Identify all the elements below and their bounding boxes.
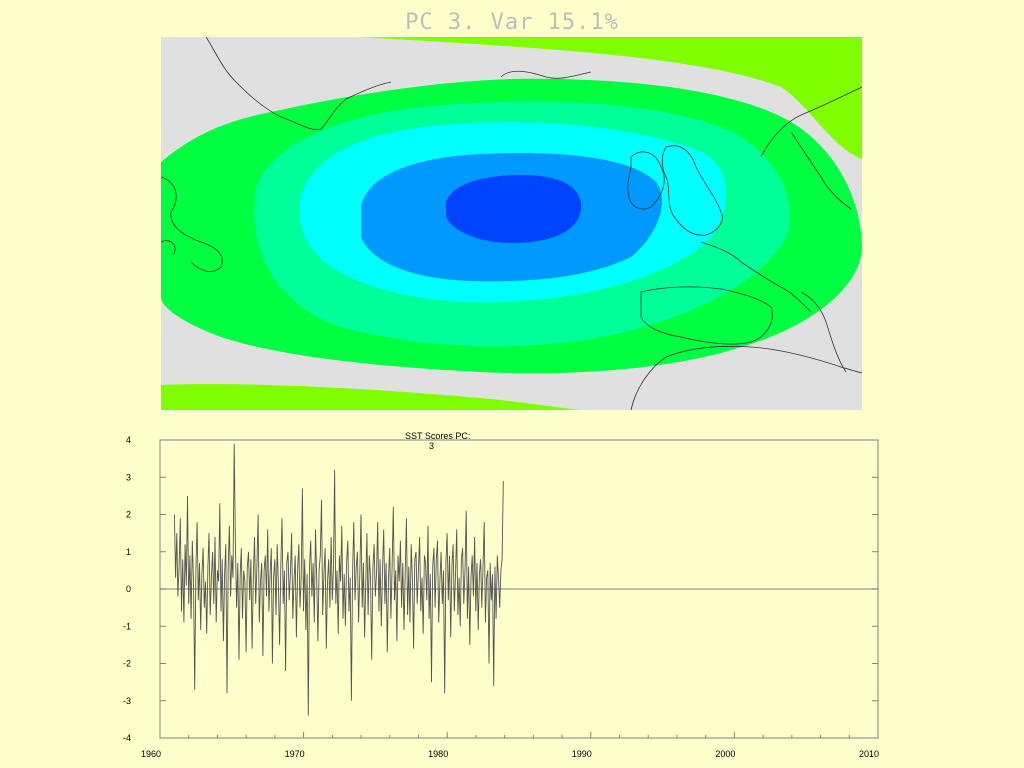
y-tick-label: 0: [126, 584, 131, 594]
map-title: PC 3. Var 15.1%: [405, 10, 619, 35]
x-axis: 1960 1970 1980 1990 2000 2010: [141, 732, 879, 759]
y-tick-label: 1: [126, 547, 131, 557]
y-tick-label: -1: [123, 621, 131, 631]
x-tick-label: 2010: [859, 749, 879, 759]
x-tick-label: 1970: [285, 749, 305, 759]
coastlines: [161, 37, 862, 410]
contour-positive-bottom: [161, 384, 581, 410]
contour-level-5: [446, 175, 582, 244]
y-tick-label: 2: [126, 510, 131, 520]
y-tick-label: -4: [123, 733, 131, 743]
x-tick-label: 1980: [428, 749, 448, 759]
x-tick-label: 1990: [572, 749, 592, 759]
y-tick-label: 3: [126, 472, 131, 482]
y-tick-label: -2: [123, 659, 131, 669]
y-tick-label: 4: [126, 435, 131, 445]
timeseries-title: SST Scores PC: 3: [400, 421, 600, 451]
series-line-pc3: [173, 443, 504, 716]
x-tick-label: 1960: [141, 749, 161, 759]
contour-positive-top: [361, 37, 862, 159]
eof-map: [161, 37, 862, 410]
y-axis: 4 3 2 1 0 -1 -2 -3 -4: [123, 435, 878, 743]
timeseries-title-value: 3: [429, 441, 435, 451]
y-tick-label: -3: [123, 696, 131, 706]
x-tick-label: 2000: [715, 749, 735, 759]
eof-map-svg: [161, 37, 862, 410]
timeseries-title-label: SST Scores PC:: [405, 431, 471, 441]
plot-frame: [159, 439, 879, 739]
